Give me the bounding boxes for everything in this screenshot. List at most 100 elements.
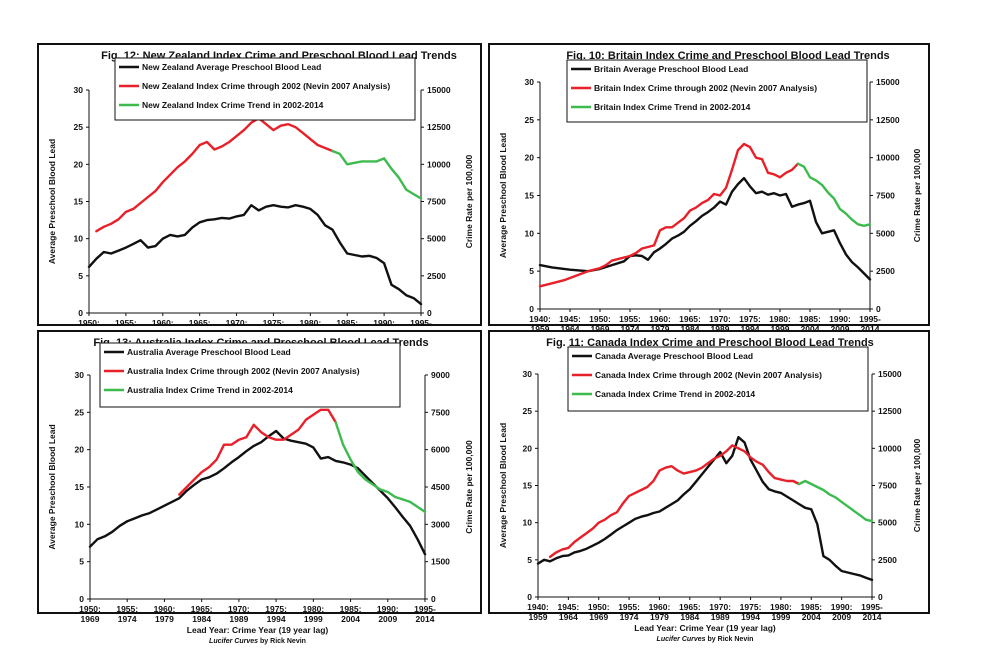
y-left-tick-label: 25 bbox=[525, 115, 535, 125]
x-tick-label-bottom: 1969 bbox=[589, 612, 608, 622]
x-tick-label-top: 1990: bbox=[829, 314, 851, 324]
y-left-tick-label: 5 bbox=[527, 555, 532, 565]
credit-italic: Lucifer Curves bbox=[657, 636, 706, 643]
y-right-tick-label: 10000 bbox=[876, 153, 900, 163]
y-right-tick-label: 0 bbox=[876, 304, 881, 314]
x-tick-label-bottom: 1979 bbox=[155, 614, 174, 624]
x-tick-label-top: 1945: bbox=[559, 314, 581, 324]
x-tick-label-top: 1975: bbox=[263, 318, 285, 328]
y-right-tick-label: 5000 bbox=[878, 518, 897, 528]
x-tick-label-top: 1955: bbox=[115, 318, 137, 328]
x-tick-label-top: 1995- bbox=[414, 604, 436, 614]
x-tick-label-top: 1975: bbox=[265, 604, 287, 614]
x-tick-label-top: 1995- bbox=[861, 602, 883, 612]
legend-label-1: Britain Average Preschool Blood Lead bbox=[594, 64, 748, 74]
x-tick-label-top: 1965: bbox=[679, 602, 701, 612]
y-left-tick-label: 30 bbox=[75, 370, 85, 380]
y-right-tick-label: 2500 bbox=[878, 555, 897, 565]
y-left-tick-label: 10 bbox=[74, 234, 84, 244]
x-tick-label-bottom: 2004 bbox=[802, 612, 821, 622]
y-right-tick-label: 9000 bbox=[431, 370, 450, 380]
x-tick-label-bottom: 1984 bbox=[680, 612, 699, 622]
legend-label-3: Australia Index Crime Trend in 2002-2014 bbox=[127, 385, 293, 395]
x-tick-label-bottom: 1974 bbox=[118, 614, 137, 624]
x-tick-label-top: 1995- bbox=[859, 314, 881, 324]
x-tick-label-bottom: 1989 bbox=[229, 614, 248, 624]
y-right-tick-label: 10000 bbox=[427, 159, 451, 169]
x-tick-label-top: 1970: bbox=[709, 602, 731, 612]
x-tick-label-bottom: 1959 bbox=[529, 612, 548, 622]
legend-box bbox=[99, 342, 401, 408]
y-right-tick-label: 12500 bbox=[427, 122, 451, 132]
x-tick-label-bottom: 1974 bbox=[621, 324, 640, 334]
y-left-tick-label: 25 bbox=[523, 406, 533, 416]
series-line-3 bbox=[797, 479, 874, 523]
x-tick-label-bottom: 1979 bbox=[650, 612, 669, 622]
y-left-tick-label: 5 bbox=[78, 271, 83, 281]
x-tick-label-top: 1955: bbox=[619, 314, 641, 324]
y-left-tick-label: 0 bbox=[529, 304, 534, 314]
x-tick-label-top: 1985: bbox=[340, 604, 362, 614]
legend-box bbox=[114, 57, 416, 121]
y-axis-right-label: Crime Rate per 100,000 bbox=[912, 438, 922, 532]
chart-panel-new-zealand: Fig. 12: New Zealand Index Crime and Pre… bbox=[37, 43, 482, 359]
x-tick-label-top: 1990: bbox=[373, 318, 395, 328]
y-right-tick-label: 15000 bbox=[878, 369, 902, 379]
series-line-1 bbox=[538, 176, 872, 281]
chart-australia: Fig. 13: Australia Index Crime and Presc… bbox=[47, 337, 474, 645]
x-tick-label-bottom: 1999 bbox=[771, 324, 790, 334]
y-axis-right-label: Crime Rate per 100,000 bbox=[464, 440, 474, 534]
legend: Canada Average Preschool Blood Lead Canad… bbox=[567, 346, 869, 412]
legend-label-3: Canada Index Crime Trend in 2002-2014 bbox=[595, 389, 755, 399]
legend-label-2: Australia Index Crime through 2002 (Nevi… bbox=[127, 366, 360, 376]
y-left-tick-label: 5 bbox=[529, 266, 534, 276]
series-line-1 bbox=[88, 429, 427, 556]
x-tick-label-bottom: 1984 bbox=[681, 324, 700, 334]
legend-box bbox=[566, 59, 868, 123]
y-right-tick-label: 7500 bbox=[878, 481, 897, 491]
legend-label-2: Britain Index Crime through 2002 (Nevin … bbox=[594, 83, 817, 93]
y-left-tick-label: 30 bbox=[525, 77, 535, 87]
x-tick-label-top: 1960: bbox=[649, 602, 671, 612]
x-axis-label: Lead Year: Crime Year (19 year lag) bbox=[634, 623, 776, 633]
legend-label-3: New Zealand Index Crime Trend in 2002-20… bbox=[142, 100, 324, 110]
x-tick-label-top: 1990: bbox=[831, 602, 853, 612]
y-left-tick-label: 20 bbox=[74, 159, 84, 169]
legend-label-1: Australia Average Preschool Blood Lead bbox=[127, 347, 291, 357]
series-line-3 bbox=[331, 149, 423, 200]
x-tick-label-top: 1950: bbox=[589, 314, 611, 324]
y-left-tick-label: 15 bbox=[75, 482, 85, 492]
legend: Australia Average Preschool Blood Lead Au… bbox=[99, 342, 401, 408]
legend-label-1: Canada Average Preschool Blood Lead bbox=[595, 351, 753, 361]
y-left-tick-label: 20 bbox=[525, 153, 535, 163]
x-tick-label-top: 1960: bbox=[649, 314, 671, 324]
x-tick-label-top: 1980: bbox=[770, 602, 792, 612]
series-line-3 bbox=[796, 162, 872, 228]
x-tick-label-bottom: 2004 bbox=[801, 324, 820, 334]
y-right-tick-label: 7500 bbox=[431, 407, 450, 417]
series-line-3 bbox=[334, 421, 427, 514]
y-right-tick-label: 2500 bbox=[876, 266, 895, 276]
y-left-tick-label: 15 bbox=[525, 191, 535, 201]
x-tick-label-bottom: 1999 bbox=[304, 614, 323, 624]
y-left-tick-label: 10 bbox=[523, 518, 533, 528]
x-tick-label-bottom: 1979 bbox=[651, 324, 670, 334]
y-right-tick-label: 0 bbox=[427, 308, 432, 318]
x-tick-label-bottom: 1974 bbox=[620, 612, 639, 622]
x-tick-label-top: 1990: bbox=[377, 604, 399, 614]
y-left-tick-label: 20 bbox=[523, 443, 533, 453]
series-line-2 bbox=[538, 142, 800, 288]
legend-label-2: New Zealand Index Crime through 2002 (Ne… bbox=[142, 81, 390, 91]
x-tick-label-top: 1970: bbox=[709, 314, 731, 324]
y-axis-right-label: Crime Rate per 100,000 bbox=[464, 154, 474, 248]
x-tick-label-bottom: 1994 bbox=[741, 612, 760, 622]
series-line-2 bbox=[178, 408, 337, 496]
x-tick-label-top: 1960: bbox=[154, 604, 176, 614]
credit-rest: by Rick Nevin bbox=[258, 638, 306, 645]
legend-label-1: New Zealand Average Preschool Blood Lead bbox=[142, 62, 321, 72]
y-left-tick-label: 30 bbox=[523, 369, 533, 379]
y-right-tick-label: 1500 bbox=[431, 557, 450, 567]
legend-box bbox=[567, 346, 869, 412]
x-tick-label-bottom: 1969 bbox=[591, 324, 610, 334]
x-tick-label-bottom: 2009 bbox=[832, 612, 851, 622]
